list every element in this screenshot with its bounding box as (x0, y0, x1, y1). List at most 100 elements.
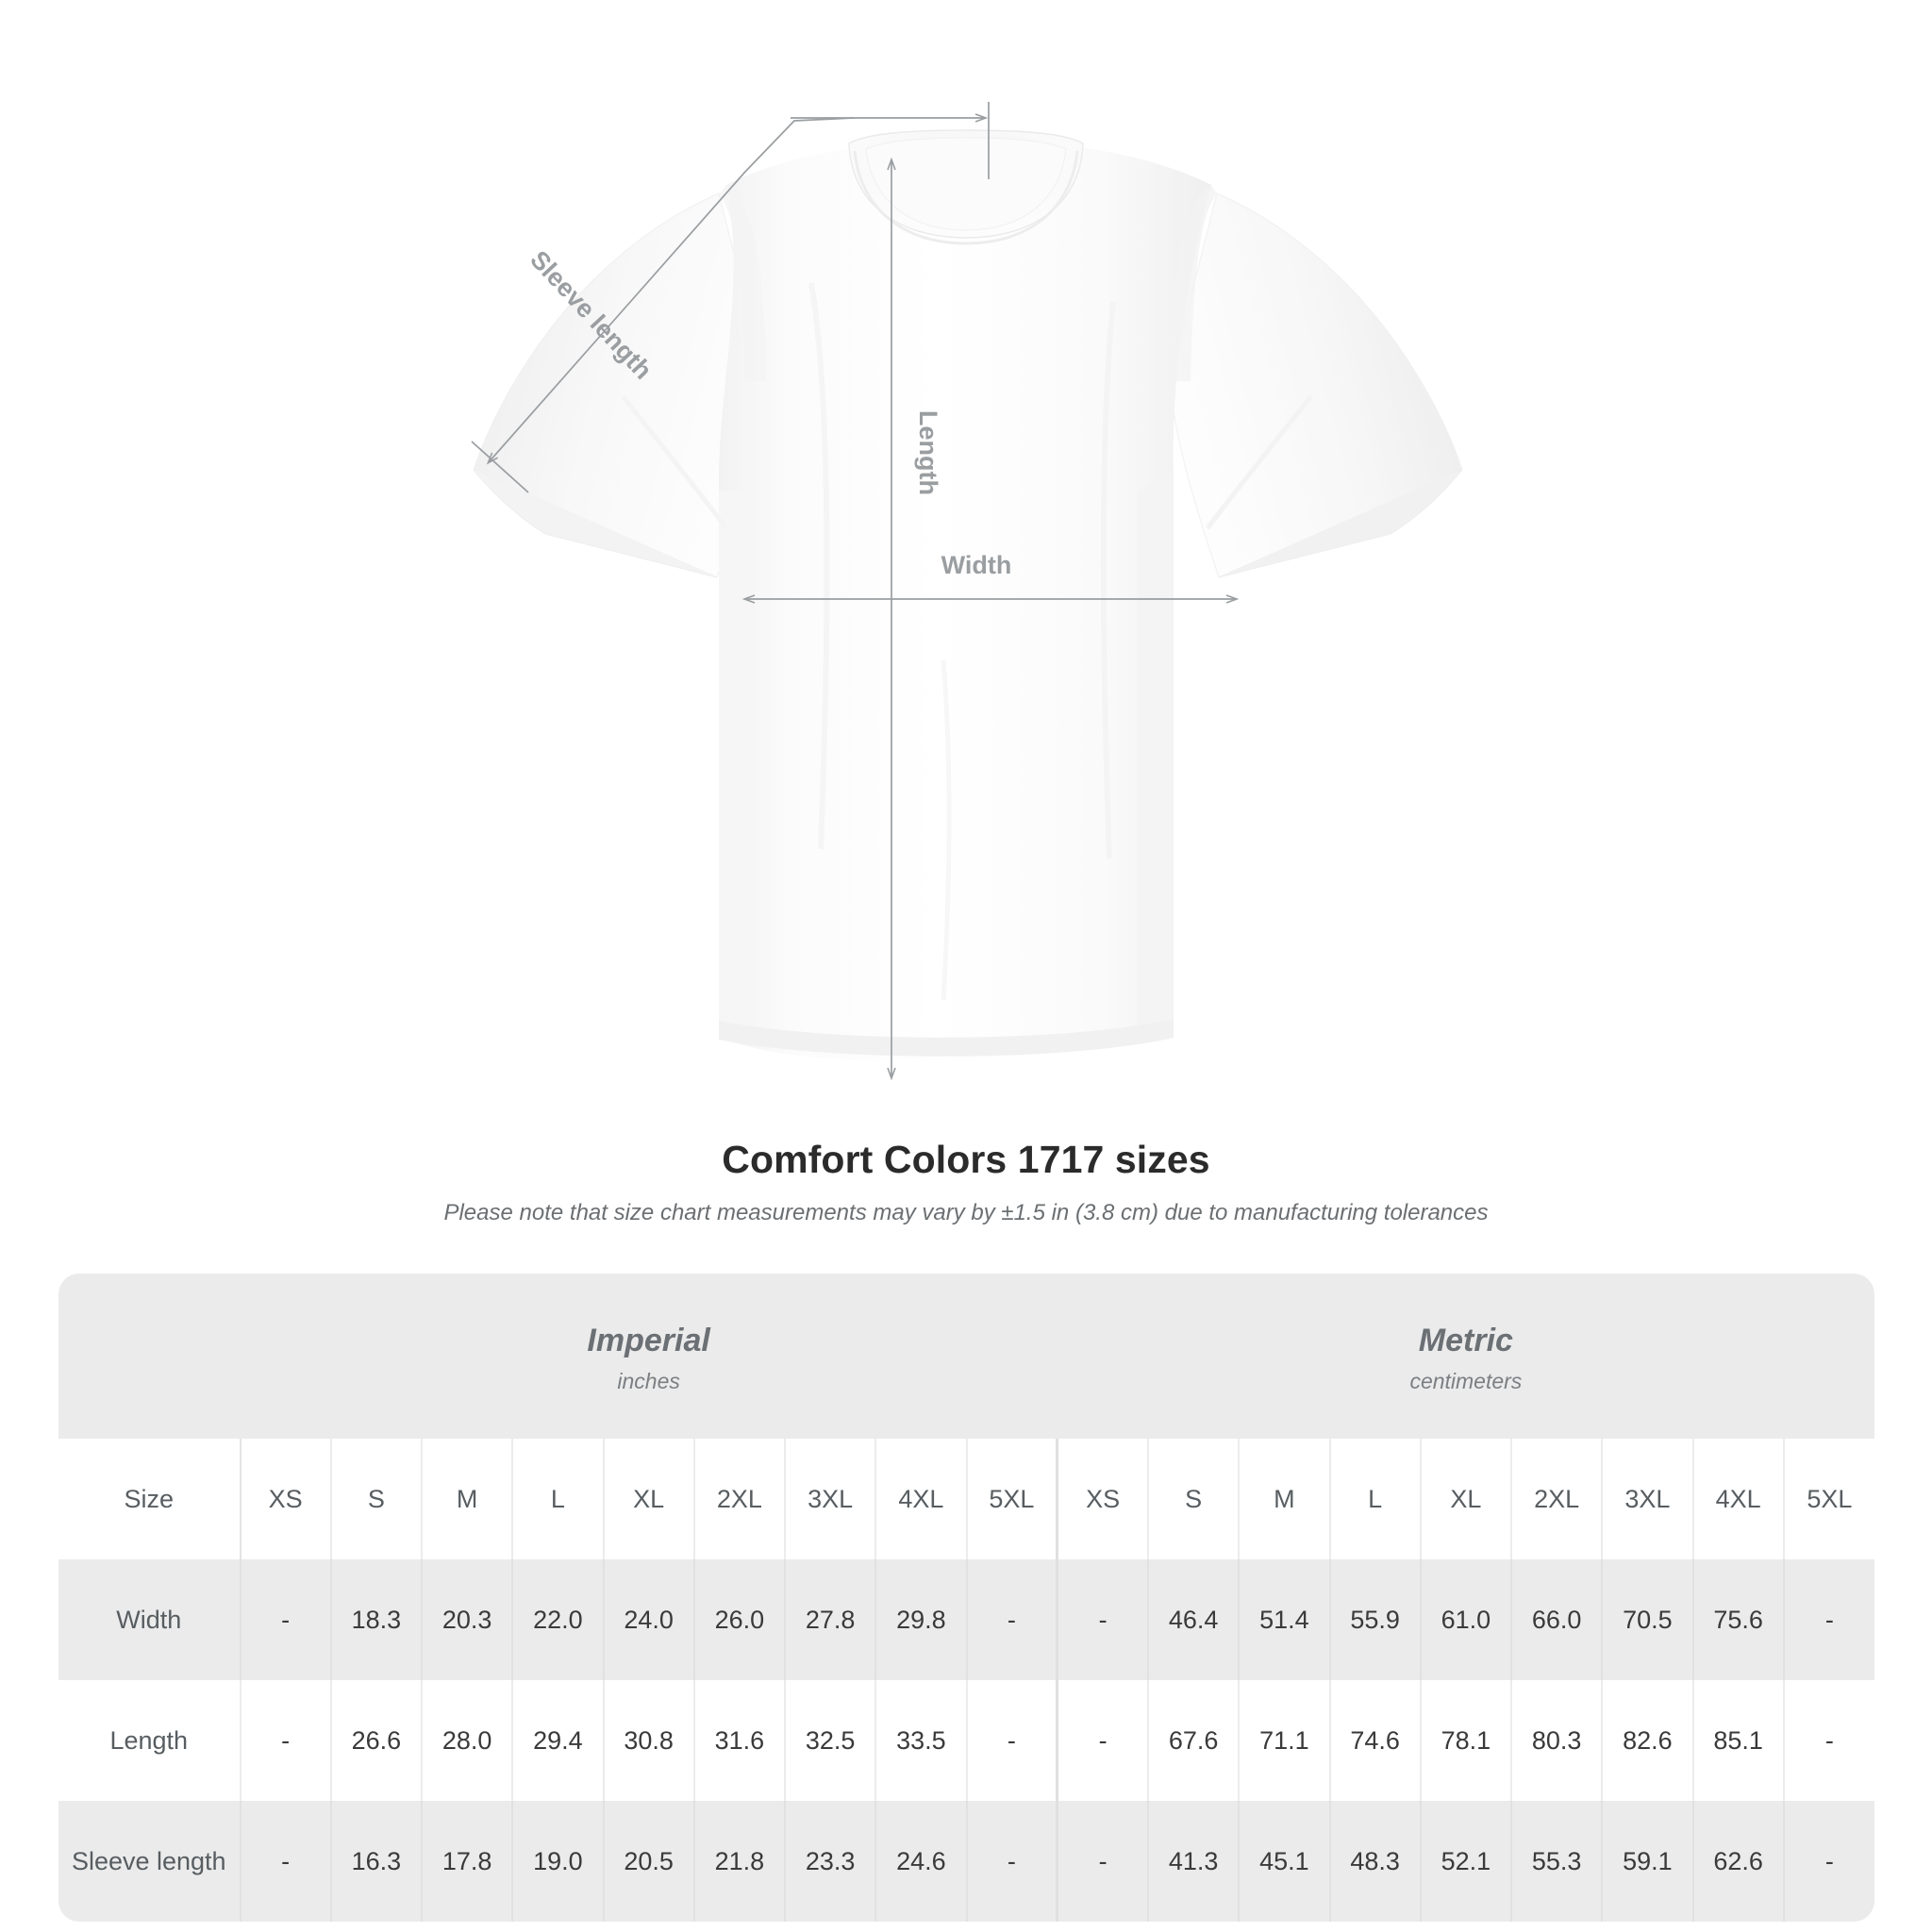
cell-sleeve-length-imperial-xl: 20.5 (603, 1801, 695, 1922)
cell-length-imperial-5xl: - (966, 1680, 1059, 1801)
cell-width-metric-m: 51.4 (1239, 1559, 1331, 1680)
size-header-imperial-xl: XL (603, 1439, 695, 1559)
cell-length-metric-l: 74.6 (1329, 1680, 1422, 1801)
unit-group-subtitle: inches (617, 1369, 680, 1394)
length-label: Length (914, 410, 942, 495)
row-label-length: Length (58, 1680, 242, 1801)
cell-sleeve-length-imperial-3xl: 23.3 (785, 1801, 877, 1922)
cell-sleeve-length-imperial-5xl: - (966, 1801, 1059, 1922)
unit-header-row: Imperial inches Metric centimeters (58, 1274, 1874, 1439)
cell-width-imperial-5xl: - (966, 1559, 1059, 1680)
cell-length-metric-s: 67.6 (1148, 1680, 1241, 1801)
cell-width-imperial-2xl: 26.0 (693, 1559, 787, 1680)
size-header-label: Size (58, 1439, 242, 1559)
page-title: Comfort Colors 1717 sizes (722, 1138, 1210, 1181)
cell-width-metric-l: 55.9 (1329, 1559, 1422, 1680)
unit-group-name: Metric (1418, 1322, 1513, 1358)
cell-sleeve-length-metric-xs: - (1057, 1801, 1150, 1922)
cell-sleeve-length-metric-5xl: - (1783, 1801, 1874, 1922)
cell-sleeve-length-imperial-2xl: 21.8 (693, 1801, 787, 1922)
size-header-imperial-s: S (330, 1439, 424, 1559)
tshirt-body-shape (473, 129, 1463, 1060)
size-header-imperial-m: M (422, 1439, 514, 1559)
size-header-imperial-xs: XS (240, 1439, 332, 1559)
cell-width-imperial-3xl: 27.8 (785, 1559, 877, 1680)
cell-width-metric-2xl: 66.0 (1511, 1559, 1604, 1680)
size-header-metric-5xl: 5XL (1783, 1439, 1874, 1559)
cell-width-imperial-s: 18.3 (330, 1559, 424, 1680)
tolerance-note: Please note that size chart measurements… (443, 1200, 1489, 1226)
cell-width-metric-3xl: 70.5 (1602, 1559, 1694, 1680)
size-header-imperial-3xl: 3XL (785, 1439, 877, 1559)
cell-length-imperial-xl: 30.8 (603, 1680, 695, 1801)
cell-sleeve-length-imperial-l: 19.0 (512, 1801, 605, 1922)
cell-width-imperial-xl: 24.0 (603, 1559, 695, 1680)
size-table-container: Imperial inches Metric centimeters Size XS S M L… (58, 1274, 1874, 1922)
tshirt-illustration: Sleeve length Length Width (471, 102, 1463, 1113)
cell-sleeve-length-metric-m: 45.1 (1239, 1801, 1331, 1922)
cell-sleeve-length-imperial-s: 16.3 (330, 1801, 424, 1922)
unit-group-subtitle: centimeters (1409, 1369, 1523, 1394)
cell-length-imperial-xs: - (240, 1680, 332, 1801)
size-table: Imperial inches Metric centimeters Size XS S M L… (58, 1274, 1874, 1922)
cell-sleeve-length-metric-2xl: 55.3 (1511, 1801, 1604, 1922)
size-header-imperial-5xl: 5XL (966, 1439, 1059, 1559)
cell-sleeve-length-imperial-m: 17.8 (422, 1801, 514, 1922)
cell-length-imperial-2xl: 31.6 (693, 1680, 787, 1801)
sleeve-tick-bottom (471, 441, 529, 493)
cell-sleeve-length-metric-s: 41.3 (1148, 1801, 1241, 1922)
width-label: Width (941, 551, 1012, 579)
cell-length-metric-xs: - (1057, 1680, 1150, 1801)
size-header-metric-xs: XS (1057, 1439, 1150, 1559)
cell-sleeve-length-imperial-4xl: 24.6 (875, 1801, 968, 1922)
cell-length-metric-m: 71.1 (1239, 1680, 1331, 1801)
size-header-metric-l: L (1329, 1439, 1422, 1559)
unit-group-imperial: Imperial inches (240, 1274, 1058, 1439)
cell-length-imperial-3xl: 32.5 (785, 1680, 877, 1801)
table-row: Width -18.3 20.3 22.0 24.0 26.0 27.8 29.8- -46.4… (58, 1559, 1874, 1680)
cell-length-imperial-l: 29.4 (512, 1680, 605, 1801)
size-header-metric-3xl: 3XL (1602, 1439, 1694, 1559)
title-block: Comfort Colors 1717 sizes Please note th… (0, 1137, 1932, 1228)
size-header-imperial-4xl: 4XL (875, 1439, 968, 1559)
row-label-width: Width (58, 1559, 242, 1680)
cell-length-metric-5xl: - (1783, 1680, 1874, 1801)
row-label-sleeve-length: Sleeve length (58, 1801, 242, 1922)
measurement-guides (471, 102, 1236, 1077)
table-row: Sleeve length -16.3 17.8 19.0 20.5 21.8 23.3 24… (58, 1801, 1874, 1922)
size-header-metric-2xl: 2XL (1511, 1439, 1604, 1559)
sleeve-diagonal (489, 117, 855, 462)
cell-width-imperial-m: 20.3 (422, 1559, 514, 1680)
cell-length-imperial-s: 26.6 (330, 1680, 424, 1801)
unit-row-spacer (58, 1274, 241, 1439)
size-header-imperial-2xl: 2XL (693, 1439, 787, 1559)
size-header-row: Size XS S M L XL 2XL 3XL 4XL 5XL XS S M L XL 2XL 3XL 4XL 5… (58, 1439, 1874, 1559)
size-header-metric-4xl: 4XL (1692, 1439, 1785, 1559)
size-header-metric-m: M (1239, 1439, 1331, 1559)
cell-width-metric-xs: - (1057, 1559, 1150, 1680)
cell-sleeve-length-metric-l: 48.3 (1329, 1801, 1422, 1922)
cell-length-metric-3xl: 82.6 (1602, 1680, 1694, 1801)
cell-length-metric-2xl: 80.3 (1511, 1680, 1604, 1801)
cell-length-metric-4xl: 85.1 (1692, 1680, 1785, 1801)
size-header-metric-xl: XL (1420, 1439, 1513, 1559)
cell-length-imperial-4xl: 33.5 (875, 1680, 968, 1801)
cell-width-imperial-l: 22.0 (512, 1559, 605, 1680)
unit-group-name: Imperial (587, 1322, 710, 1358)
cell-length-imperial-m: 28.0 (422, 1680, 514, 1801)
cell-sleeve-length-imperial-xs: - (240, 1801, 332, 1922)
cell-sleeve-length-metric-4xl: 62.6 (1692, 1801, 1785, 1922)
cell-width-metric-s: 46.4 (1148, 1559, 1241, 1680)
cell-width-imperial-xs: - (240, 1559, 332, 1680)
cell-width-metric-xl: 61.0 (1420, 1559, 1513, 1680)
size-header-metric-s: S (1148, 1439, 1241, 1559)
cell-sleeve-length-metric-3xl: 59.1 (1602, 1801, 1694, 1922)
size-header-imperial-l: L (512, 1439, 605, 1559)
unit-group-metric: Metric centimeters (1057, 1274, 1874, 1439)
cell-width-imperial-4xl: 29.8 (875, 1559, 968, 1680)
cell-sleeve-length-metric-xl: 52.1 (1420, 1801, 1513, 1922)
table-row: Length -26.6 28.0 29.4 30.8 31.6 32.5 33.5- -67.… (58, 1680, 1874, 1801)
cell-width-metric-4xl: 75.6 (1692, 1559, 1785, 1680)
cell-length-metric-xl: 78.1 (1420, 1680, 1513, 1801)
